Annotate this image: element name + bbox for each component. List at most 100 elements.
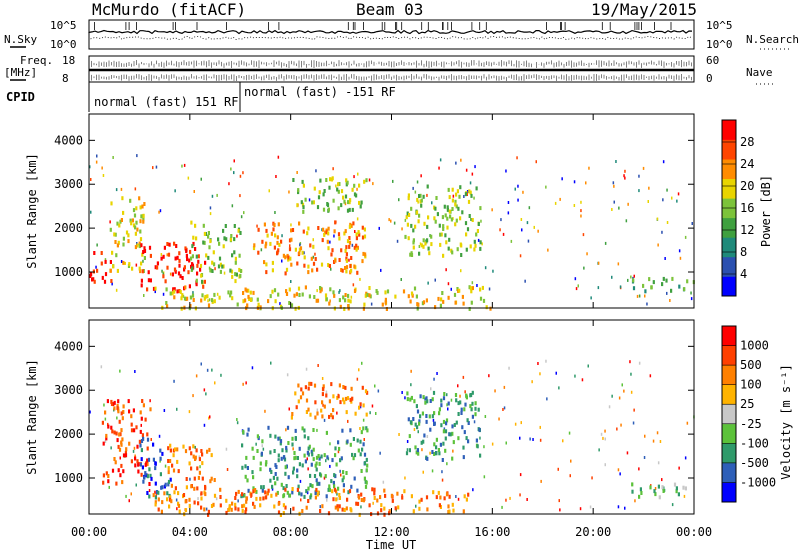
heatmap-speckle (616, 427, 618, 431)
heatmap-speckle (404, 396, 406, 400)
heatmap-cell (409, 252, 412, 257)
heatmap-speckle (205, 392, 207, 396)
heatmap-cell (196, 486, 199, 491)
heatmap-cell (328, 185, 331, 190)
heatmap-cell (301, 391, 305, 396)
heatmap-cell (298, 293, 301, 297)
heatmap-cell (360, 430, 363, 435)
heatmap-speckle (290, 223, 292, 227)
heatmap-cell (152, 442, 155, 447)
heatmap-cell (336, 504, 339, 509)
heatmap-cell (262, 485, 265, 490)
heatmap-cell (195, 278, 198, 283)
heatmap-cell (243, 493, 246, 498)
heatmap-speckle (326, 498, 328, 502)
heatmap-speckle (472, 488, 474, 492)
heatmap-cell (167, 252, 171, 257)
heatmap-cell (341, 507, 344, 512)
heatmap-cell (418, 419, 421, 424)
heatmap-cell (140, 439, 144, 443)
heatmap-cell (118, 432, 121, 437)
heatmap-speckle (452, 449, 454, 453)
heatmap-cell (201, 476, 204, 481)
heatmap-cell (426, 224, 429, 229)
heatmap-cell (410, 395, 413, 400)
heatmap-cell (456, 189, 459, 194)
heatmap-speckle (638, 361, 641, 365)
heatmap-cell (444, 233, 447, 238)
heatmap-cell (363, 234, 367, 239)
heatmap-cell (194, 247, 197, 251)
heatmap-speckle (441, 478, 444, 482)
heatmap-cell (662, 276, 665, 281)
heatmap-speckle (303, 251, 305, 255)
heatmap-cell (280, 239, 283, 244)
heatmap-cell (223, 236, 226, 241)
heatmap-cell (442, 429, 445, 434)
heatmap-cell (211, 260, 214, 265)
heatmap-cell (190, 451, 193, 456)
heatmap-cell (469, 244, 472, 249)
heatmap-speckle (133, 446, 136, 450)
heatmap-cell (265, 241, 268, 246)
heatmap-speckle (652, 439, 655, 443)
heatmap-cell (192, 444, 195, 449)
heatmap-cell (170, 483, 173, 488)
heatmap-cell (115, 253, 118, 258)
heatmap-speckle (233, 171, 235, 175)
heatmap-cell (195, 236, 198, 241)
heatmap-cell (179, 289, 182, 294)
heatmap-speckle (657, 461, 660, 465)
heatmap-cell (297, 286, 301, 291)
heatmap-speckle (281, 234, 283, 238)
heatmap-speckle (292, 447, 294, 451)
heatmap-cell (184, 246, 187, 251)
heatmap-cell (328, 487, 331, 492)
heatmap-cell (273, 504, 276, 509)
heatmap-cell (160, 256, 163, 261)
heatmap-cell (183, 296, 187, 301)
heatmap-cell (169, 495, 172, 500)
heatmap-cell (148, 467, 151, 472)
heatmap-cell (199, 263, 203, 268)
heatmap-speckle (359, 405, 362, 409)
heatmap-cell (338, 298, 341, 303)
heatmap-speckle (339, 469, 341, 473)
heatmap-speckle (519, 493, 521, 497)
heatmap-speckle (316, 289, 318, 293)
heatmap-cell (631, 482, 634, 487)
heatmap-cell (328, 414, 331, 419)
heatmap-cell (665, 278, 668, 283)
heatmap-cell (408, 213, 411, 217)
heatmap-cell (304, 197, 307, 202)
heatmap-cell (294, 436, 297, 441)
heatmap-speckle (507, 211, 510, 215)
heatmap-speckle (102, 174, 105, 177)
heatmap-cell (167, 470, 170, 475)
heatmap-speckle (312, 255, 315, 259)
heatmap-cell (320, 408, 323, 413)
heatmap-cell (237, 228, 240, 233)
heatmap-speckle (260, 248, 263, 252)
heatmap-cell (451, 207, 454, 211)
heatmap-speckle (531, 380, 533, 384)
heatmap-speckle (90, 210, 92, 214)
heatmap-cell (406, 222, 409, 227)
heatmap-cell (304, 285, 307, 290)
heatmap-cell (127, 239, 130, 244)
heatmap-cell (172, 468, 176, 473)
heatmap-cell (454, 199, 457, 204)
heatmap-speckle (329, 464, 331, 468)
heatmap-cell (307, 407, 310, 412)
heatmap-cell (441, 215, 444, 220)
heatmap-speckle (517, 198, 519, 202)
heatmap-cell (168, 504, 171, 509)
heatmap-cell (265, 228, 268, 233)
heatmap-cell (244, 510, 247, 515)
heatmap-speckle (562, 439, 564, 443)
heatmap-cell (140, 243, 143, 248)
heatmap-cell (365, 178, 368, 183)
heatmap-cell (242, 429, 245, 434)
heatmap-cell (207, 303, 211, 308)
heatmap-cell (420, 203, 423, 208)
